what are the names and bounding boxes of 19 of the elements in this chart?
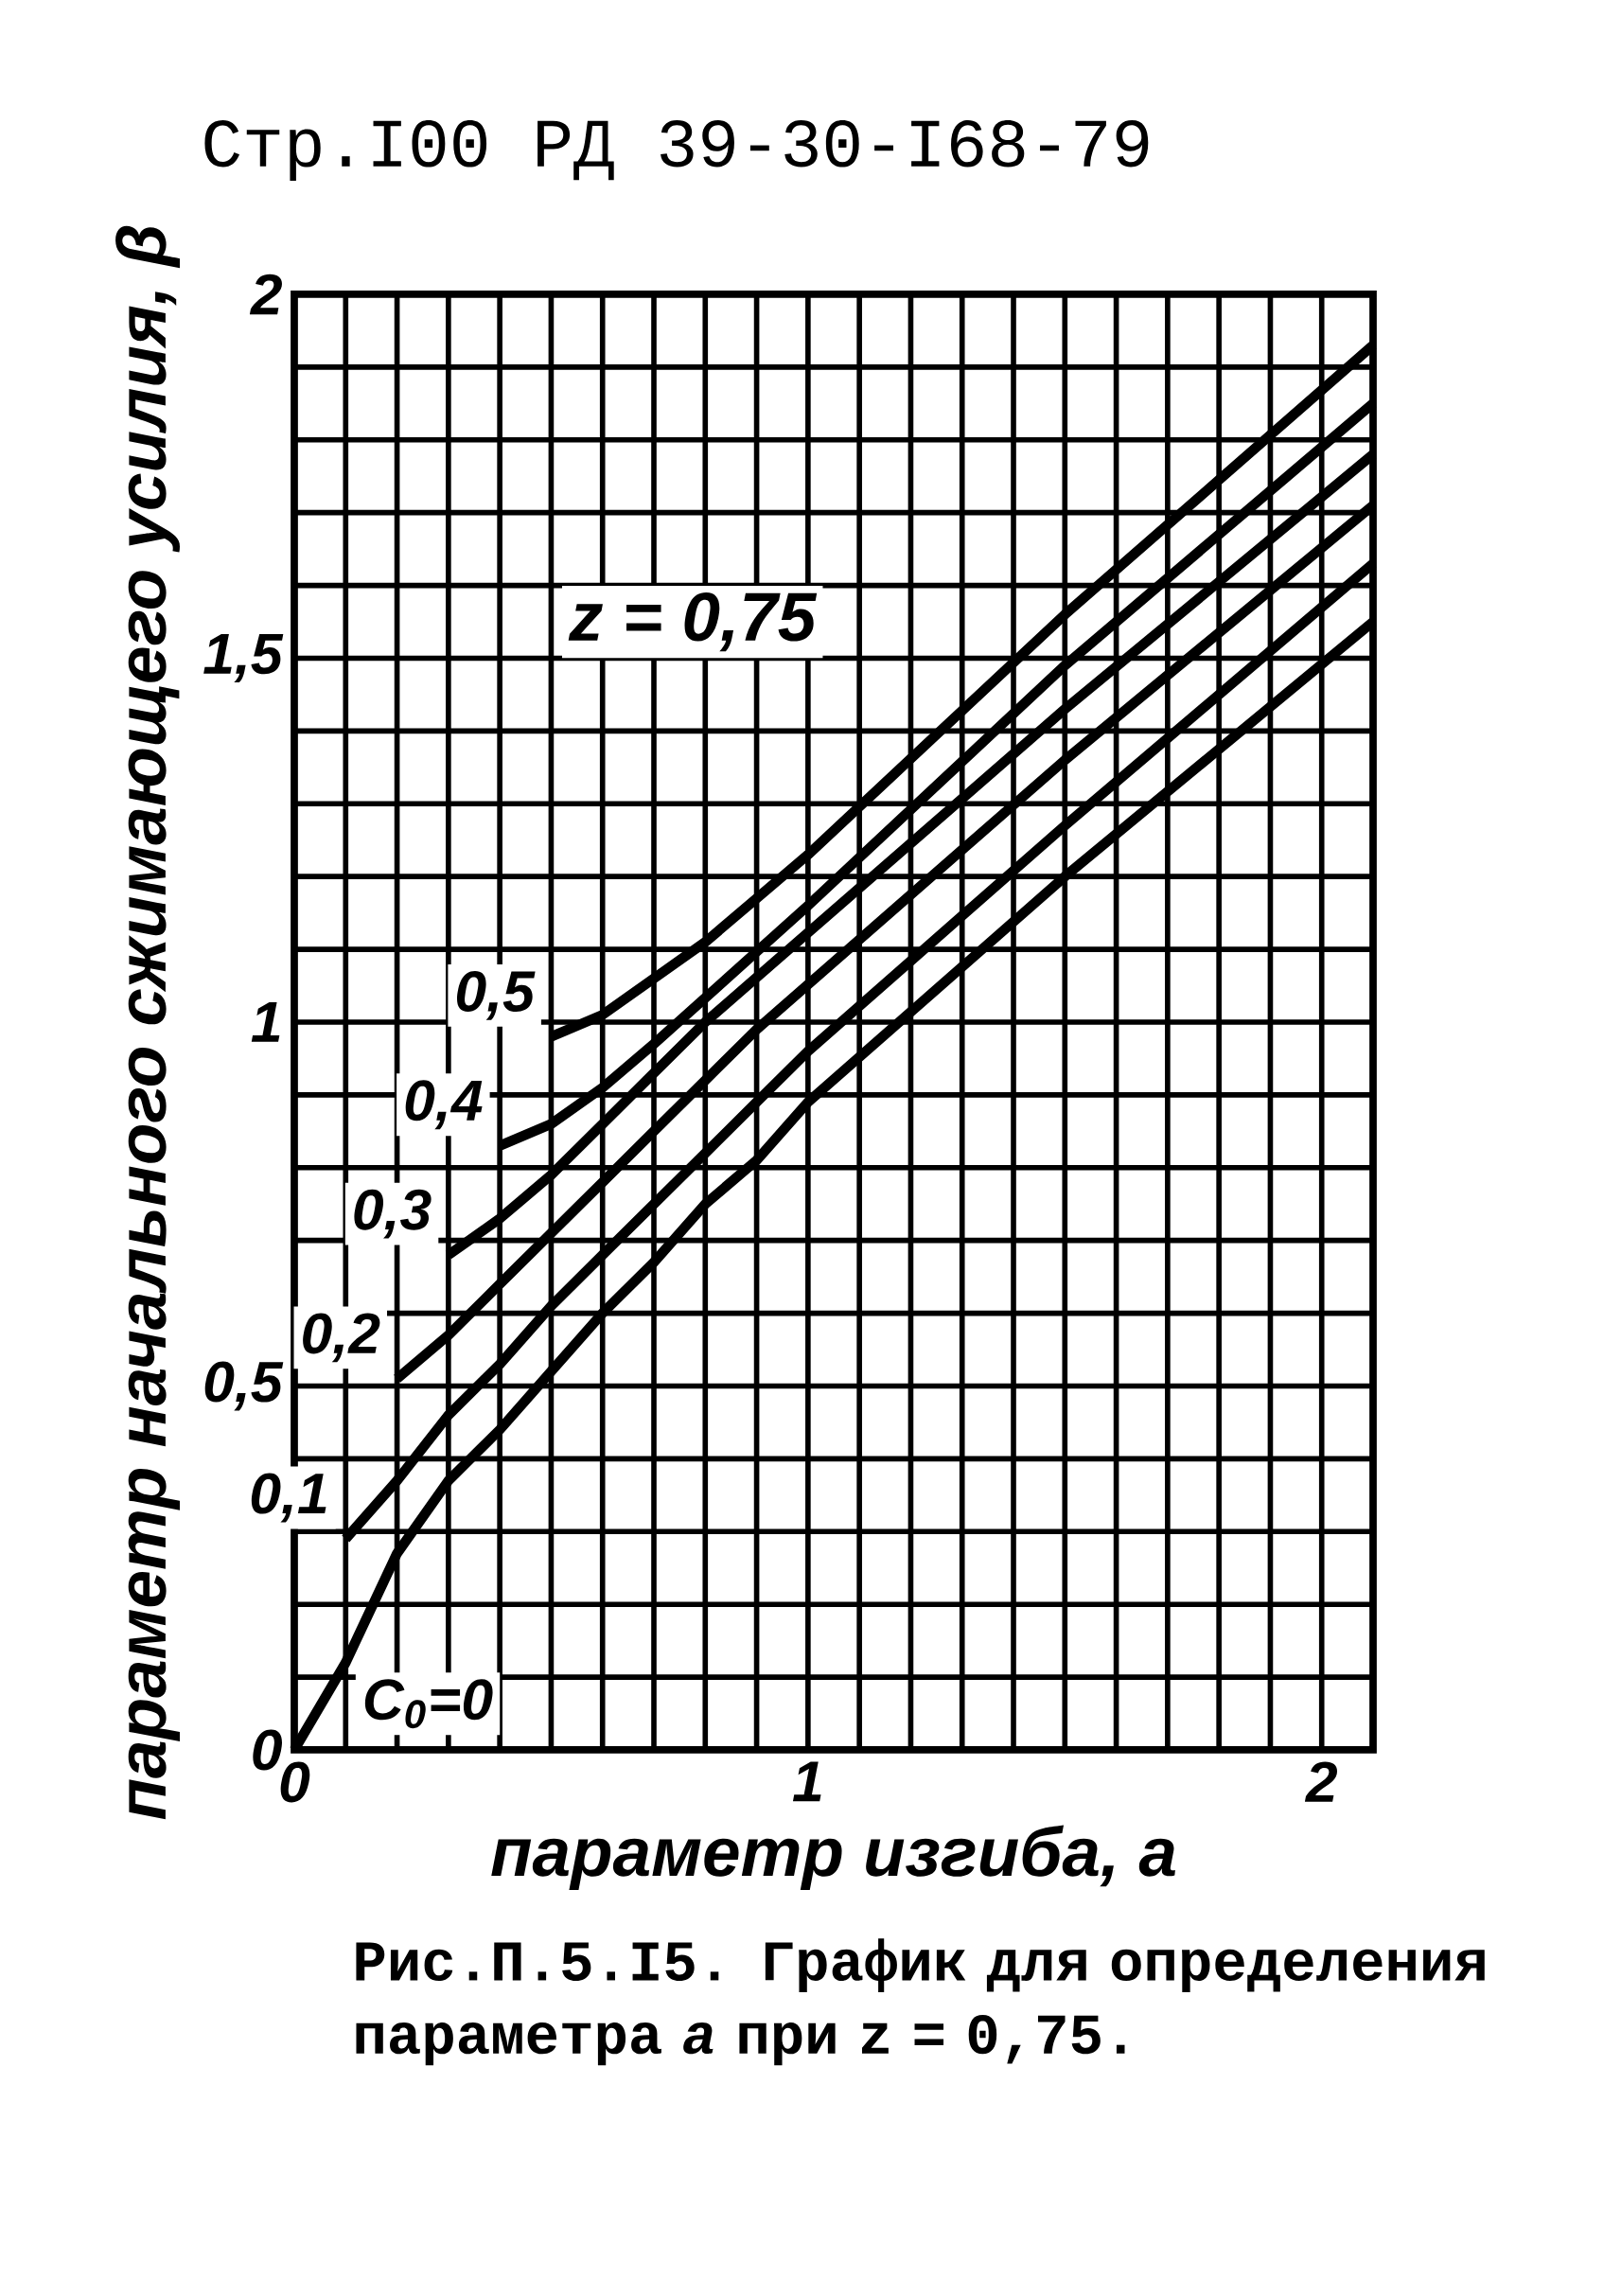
x-tick-label: 1 (792, 1761, 821, 1802)
y-tick-label: 0 (253, 1729, 282, 1771)
series-label: 0,5 (456, 971, 536, 1020)
series-label: 0,4 (405, 1080, 483, 1130)
y-tick-label: 1,5 (203, 633, 284, 683)
y-axis-title: параметр начального сжимающего усилия, β (115, 225, 180, 1820)
x-axis-title: параметр изгиба, a (491, 1825, 1175, 1891)
series-label: 0,1 (251, 1473, 326, 1523)
x-tick-label: 0 (280, 1761, 310, 1803)
y-tick-label: 0,5 (204, 1361, 284, 1411)
series-label: 0,3 (354, 1189, 432, 1239)
x-tick-label: 2 (1304, 1761, 1338, 1802)
text: Рис.П.5.I5. График для определения параметра a при z = 0,75. (356, 1938, 1485, 2066)
series-label: 0,2 (303, 1313, 380, 1363)
y-tick-label: 2 (249, 274, 282, 315)
series-label: C$_{0}$=0 (364, 1679, 493, 1729)
text: Стр.I00 РД 39-30-I68-79 (204, 120, 1149, 181)
annotation: z = 0,75 (568, 592, 818, 652)
y-tick-label: 1 (251, 1002, 280, 1042)
